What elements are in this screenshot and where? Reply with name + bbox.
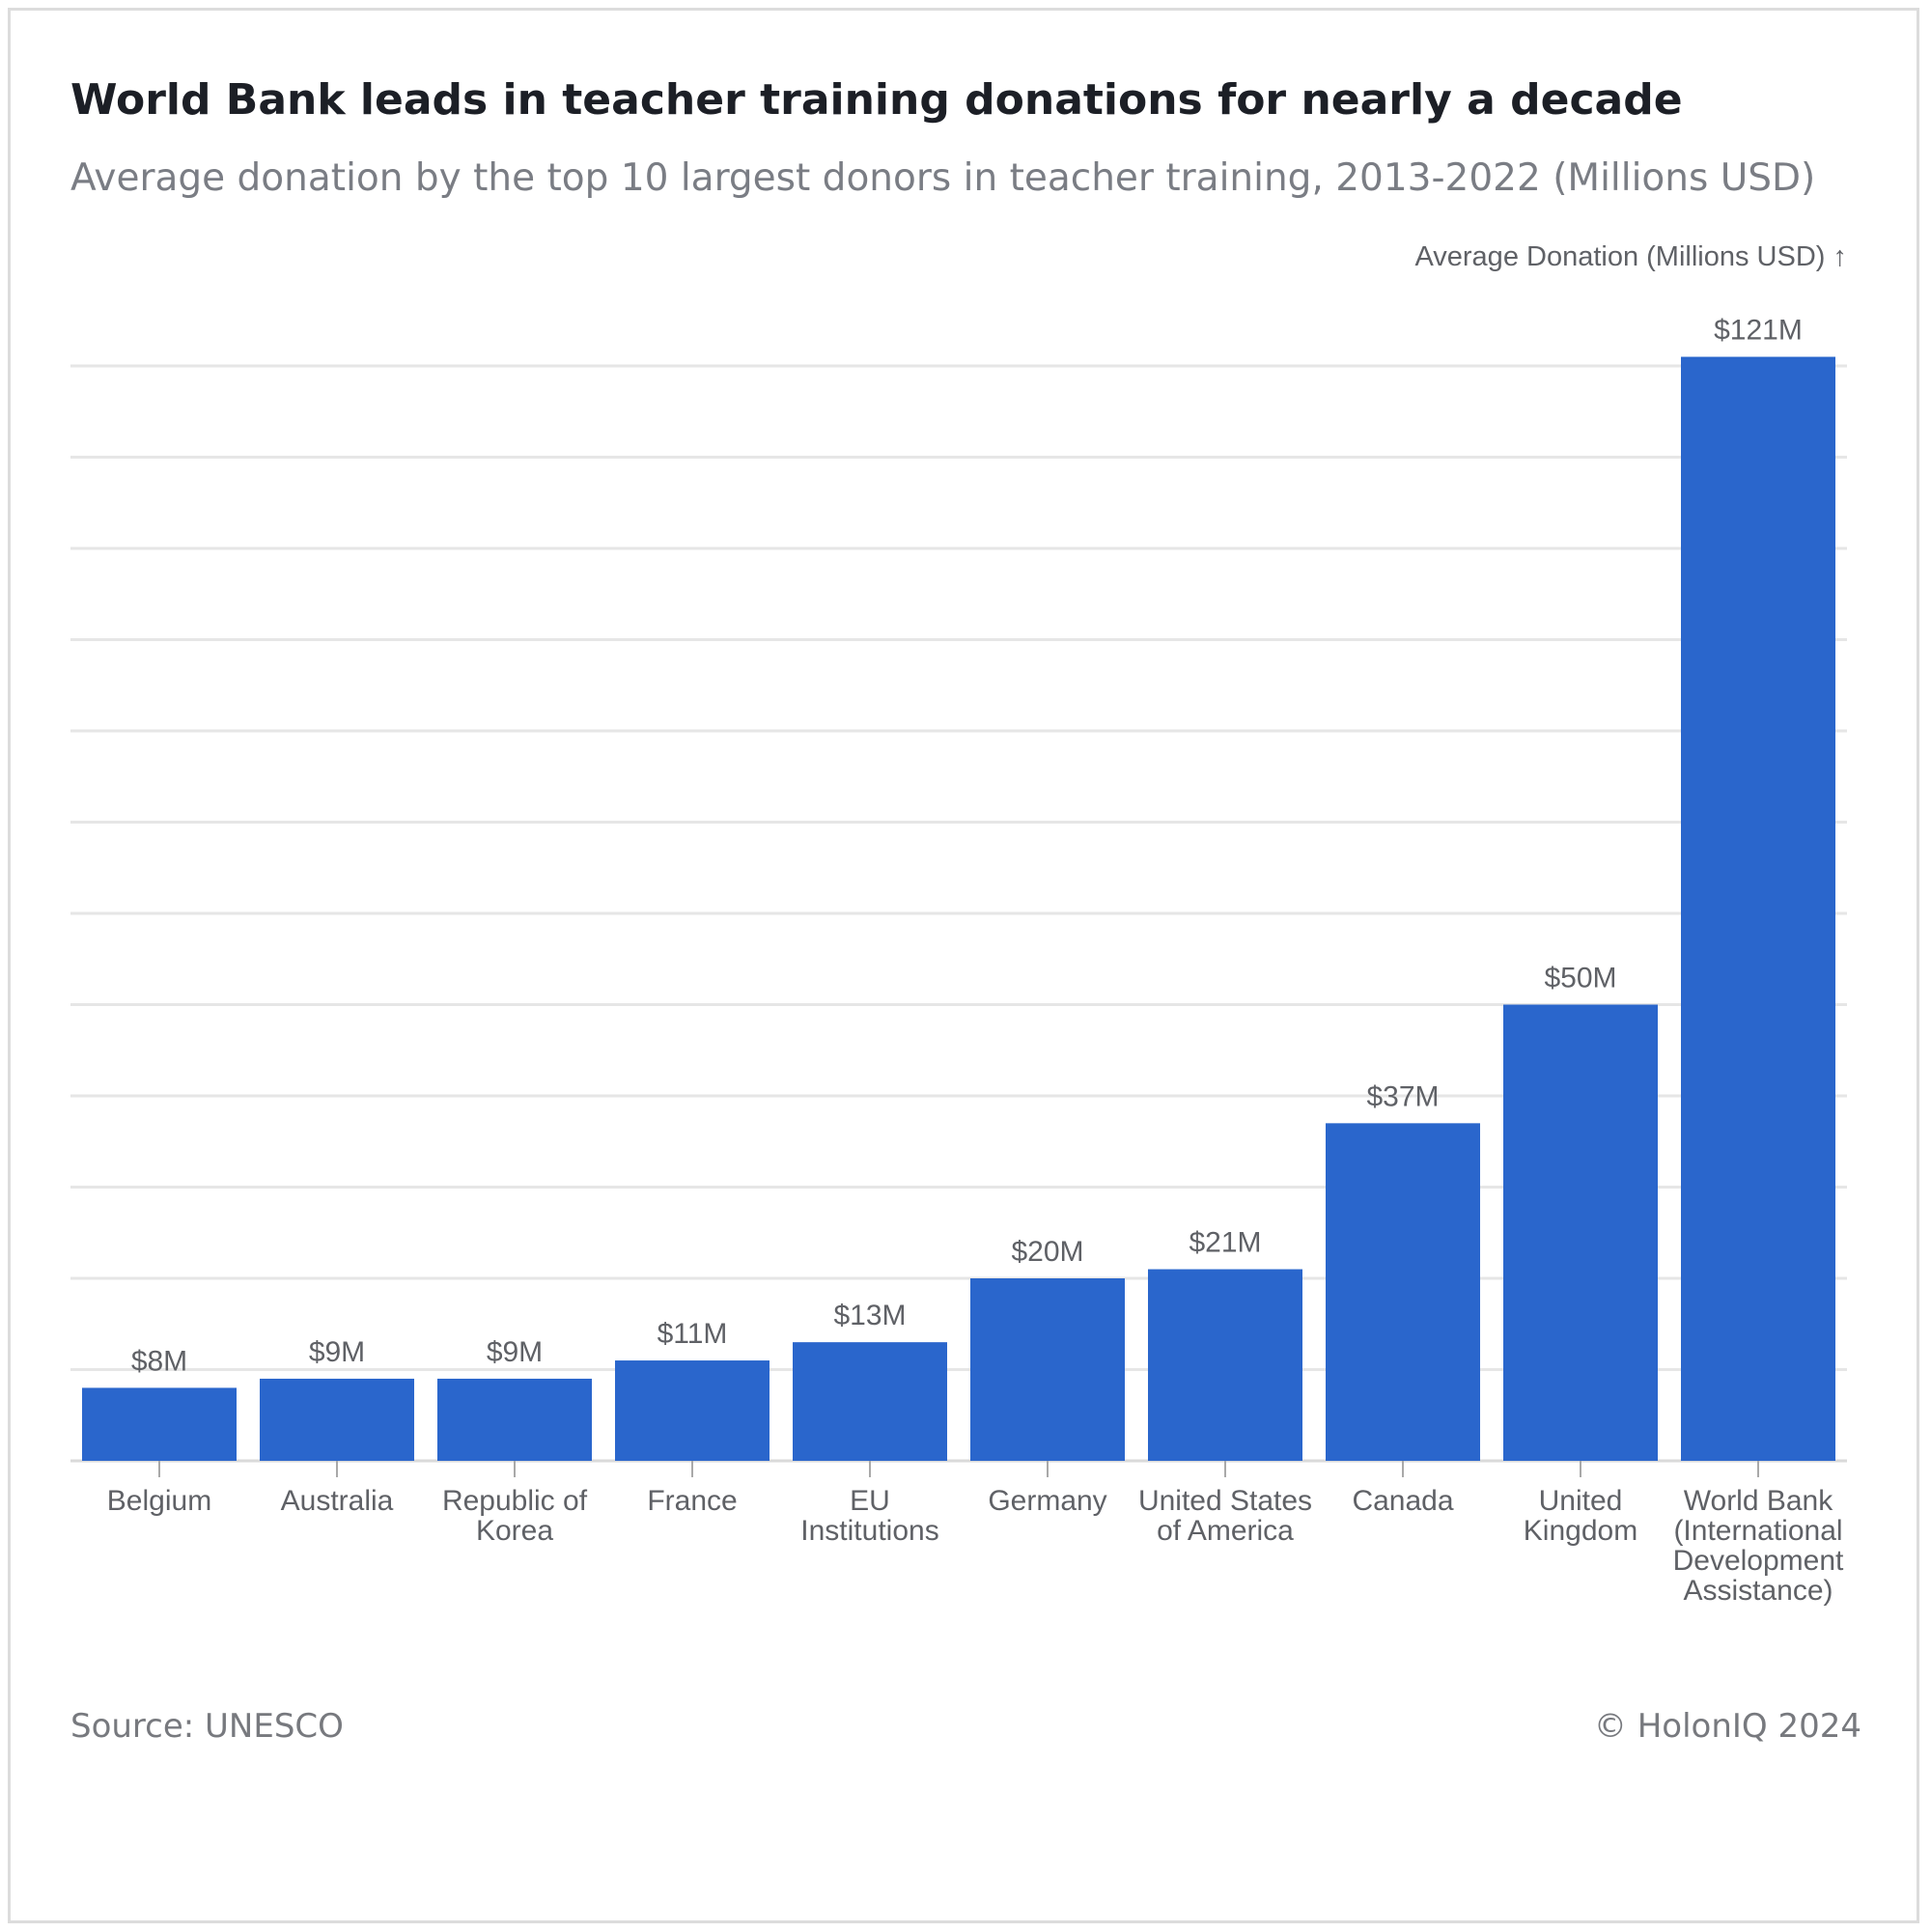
- bar: [1503, 1004, 1658, 1461]
- category-label: Germany: [988, 1485, 1106, 1517]
- chart-frame: [8, 8, 1919, 1923]
- data-label: $21M: [1189, 1227, 1261, 1259]
- category-labels: Belgium Australia Republic of Korea France EU…: [107, 1485, 1844, 1607]
- category-label: France: [647, 1485, 737, 1517]
- bar: [82, 1387, 237, 1461]
- data-labels: $8M $9M $9M $11M $13M $20M $21M $37M $50M $121M: [131, 315, 1803, 1378]
- data-label: $20M: [1011, 1236, 1083, 1268]
- bar: [1326, 1123, 1480, 1461]
- data-label: $9M: [309, 1336, 365, 1368]
- data-label: $8M: [131, 1345, 187, 1377]
- x-axis-ticks: [158, 1461, 1759, 1477]
- bar: [793, 1342, 947, 1461]
- category-label: Republic of Korea: [442, 1485, 588, 1547]
- bar: [1148, 1269, 1302, 1461]
- category-label: Belgium: [107, 1485, 211, 1517]
- category-label: Australia: [281, 1485, 394, 1517]
- data-label: $9M: [487, 1336, 543, 1368]
- data-label: $13M: [833, 1300, 906, 1331]
- bar: [615, 1360, 770, 1461]
- category-label: United States of America: [1138, 1485, 1312, 1547]
- data-label: $37M: [1366, 1080, 1439, 1112]
- category-label: United Kingdom: [1524, 1485, 1637, 1547]
- category-label: EU Institutions: [800, 1485, 938, 1547]
- category-label: Canada: [1352, 1485, 1453, 1517]
- source-note: Source: UNESCO: [70, 1707, 344, 1746]
- bar: [437, 1378, 592, 1461]
- chart-title: World Bank leads in teacher training don…: [70, 75, 1683, 125]
- data-label: $11M: [658, 1318, 728, 1350]
- data-label: $50M: [1544, 963, 1616, 994]
- chart-subtitle: Average donation by the top 10 largest d…: [70, 156, 1816, 200]
- bar: [260, 1378, 414, 1461]
- data-label: $121M: [1714, 315, 1803, 347]
- bar: [970, 1278, 1125, 1461]
- bars: [82, 356, 1835, 1461]
- category-label: World Bank (International Development Assis…: [1673, 1485, 1844, 1607]
- copyright-note: © HolonIQ 2024: [1593, 1707, 1861, 1746]
- y-axis-title: Average Donation (Millions USD) ↑: [1414, 241, 1847, 272]
- bar: [1681, 356, 1835, 1461]
